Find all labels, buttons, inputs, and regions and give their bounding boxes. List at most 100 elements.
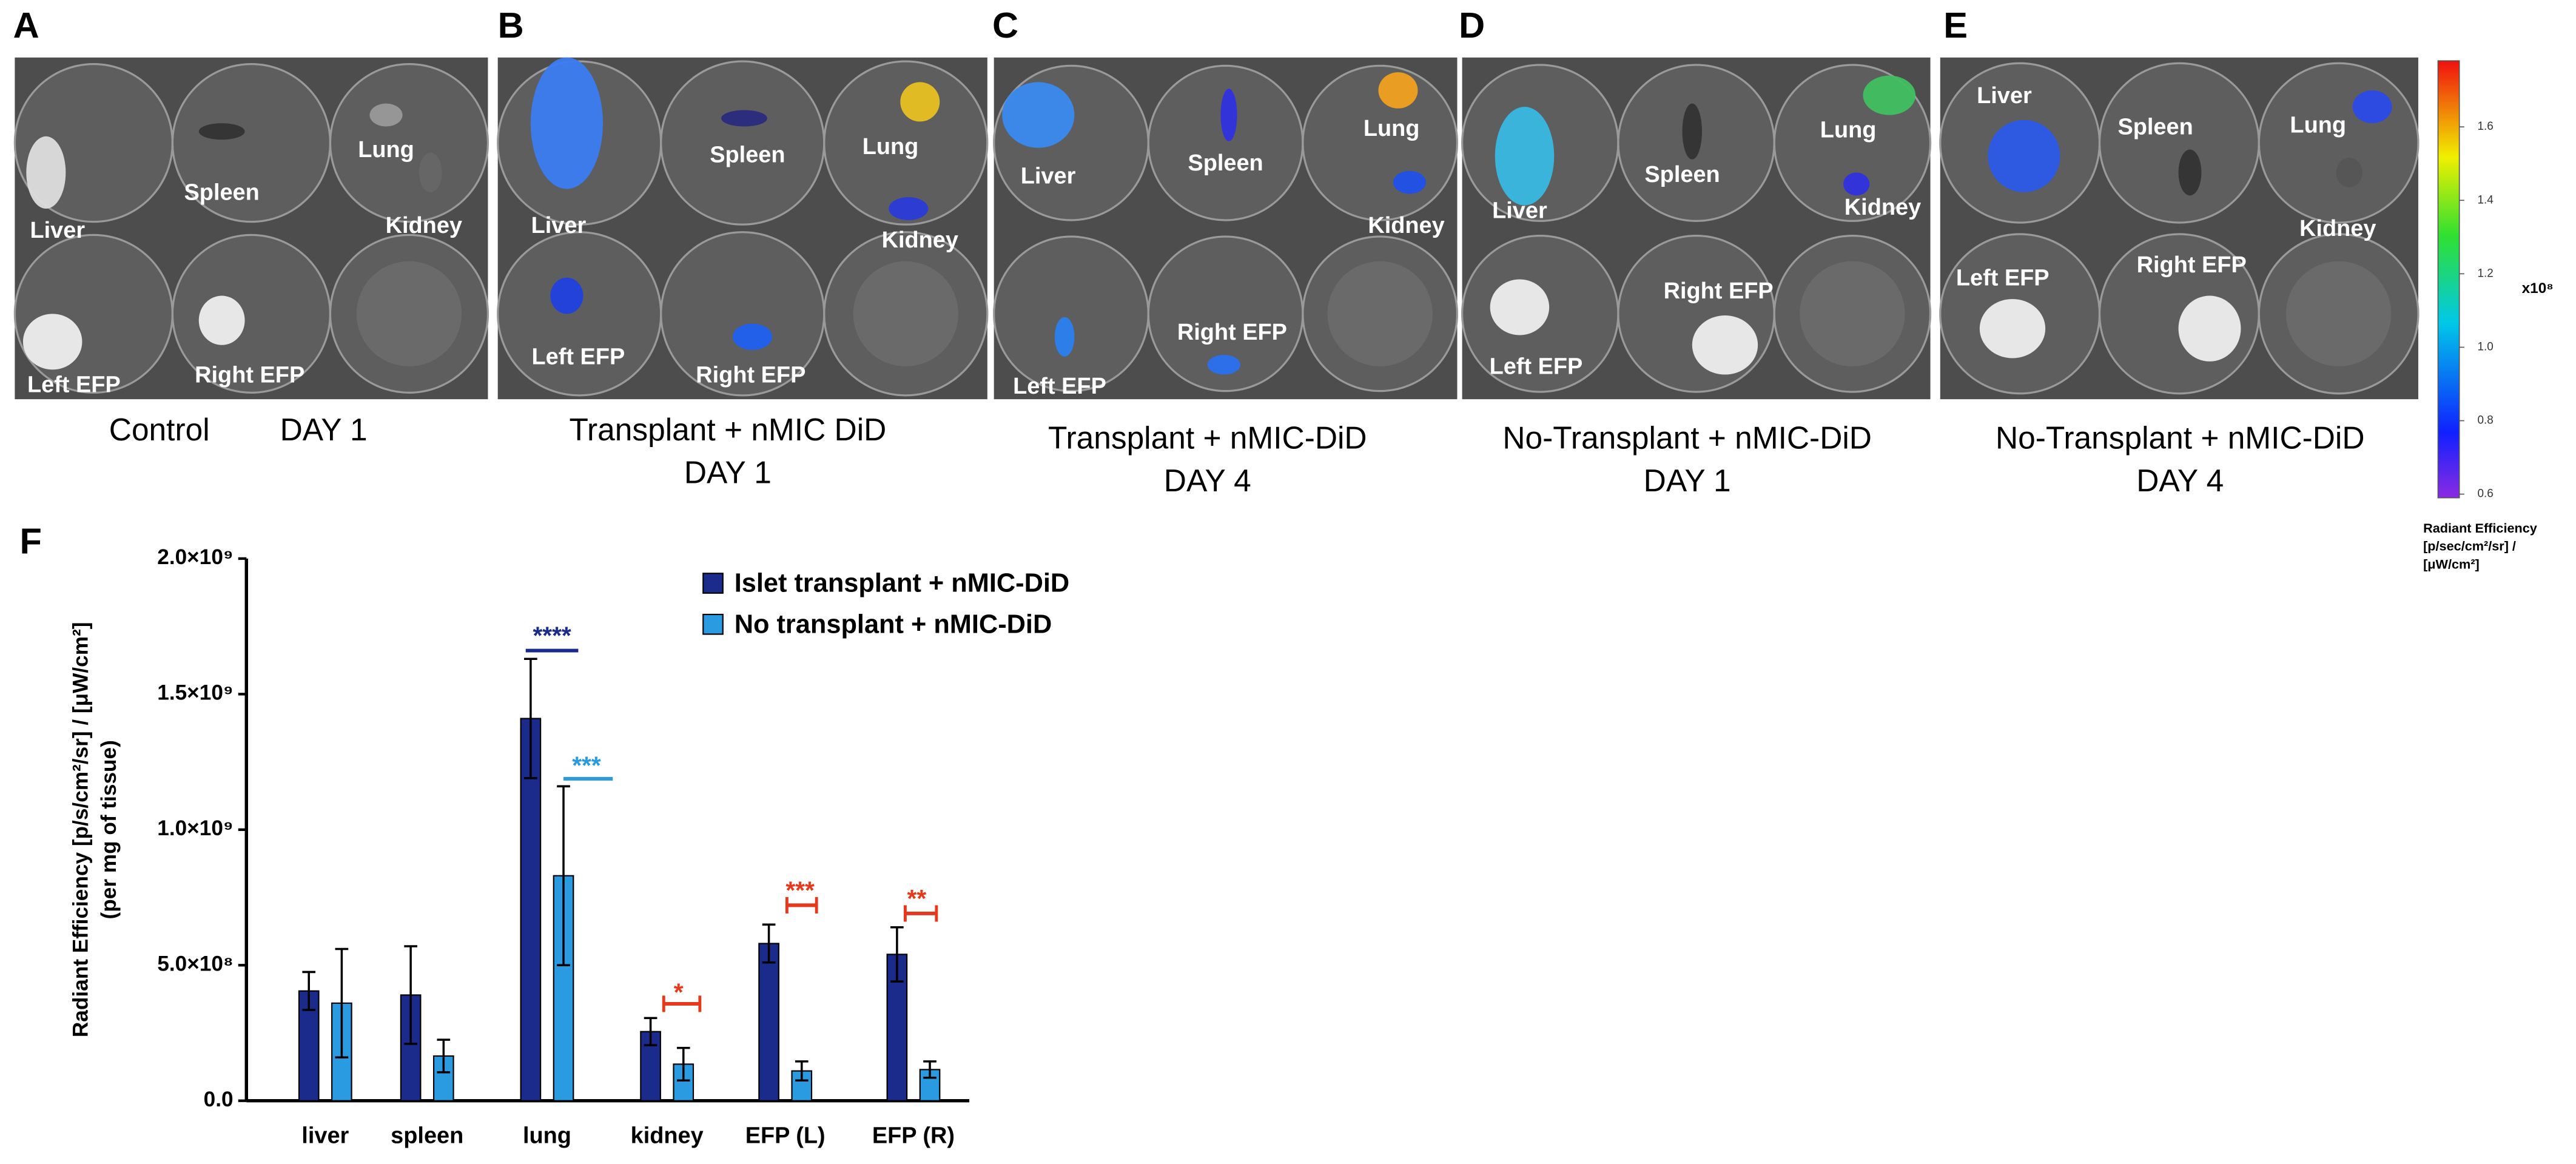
organ-label: Right EFP bbox=[1177, 320, 1287, 345]
tissue bbox=[369, 103, 403, 127]
tissue bbox=[1495, 107, 1555, 206]
tissue bbox=[1490, 279, 1550, 335]
well bbox=[2098, 62, 2260, 224]
organ-label: Lung bbox=[863, 134, 919, 160]
panel-letter: D bbox=[1459, 5, 1485, 45]
panel-letter: C bbox=[992, 5, 1018, 45]
well bbox=[497, 231, 662, 397]
y-axis-label: Radiant Efficiency [p/s/cm²/sr] / [μW/cm… bbox=[69, 622, 93, 1037]
organ-label: Lung bbox=[2290, 113, 2346, 138]
panel-letter: B bbox=[498, 5, 524, 45]
tissue bbox=[2178, 149, 2202, 196]
legend-swatch bbox=[702, 573, 724, 594]
colorbar-tick-label: 0.6 bbox=[2477, 488, 2493, 500]
tissue bbox=[2352, 90, 2392, 124]
organ-label: Kidney bbox=[386, 213, 462, 238]
tissue bbox=[1378, 72, 1418, 109]
tissue bbox=[26, 136, 66, 209]
well bbox=[823, 60, 989, 226]
legend-swatch bbox=[702, 613, 724, 635]
x-tick-label: EFP (L) bbox=[745, 1123, 826, 1148]
tissue bbox=[2178, 295, 2241, 362]
panel-caption: Control bbox=[109, 412, 210, 447]
x-tick-label: kidney bbox=[631, 1123, 704, 1148]
tissue bbox=[1207, 355, 1240, 375]
tissue bbox=[530, 57, 604, 189]
panel-caption: DAY 1 bbox=[684, 454, 772, 489]
significance-label: ** bbox=[907, 884, 927, 912]
tissue bbox=[198, 295, 245, 345]
well bbox=[13, 234, 174, 394]
well bbox=[2285, 261, 2392, 367]
colorbar-tick-label: 0.8 bbox=[2477, 414, 2493, 427]
colorbar-tick-label: 1.2 bbox=[2477, 267, 2493, 280]
well bbox=[2258, 62, 2420, 224]
panel-letter: A bbox=[13, 5, 39, 45]
well bbox=[1147, 64, 1304, 221]
organ-label: Liver bbox=[1492, 198, 1547, 223]
organ-label: Spleen bbox=[1644, 162, 1720, 187]
significance-label: *** bbox=[785, 876, 815, 904]
tissue bbox=[1682, 103, 1703, 160]
tissue bbox=[198, 123, 245, 140]
tissue bbox=[1220, 89, 1237, 141]
y-tick-label: 2.0×10⁹ bbox=[157, 545, 233, 569]
colorbar-label: Radiant Efficiency bbox=[2423, 520, 2537, 536]
organ-label: Lung bbox=[1820, 118, 1877, 143]
panel-caption: DAY 4 bbox=[1164, 463, 1251, 498]
tissue bbox=[1863, 75, 1916, 115]
well bbox=[1617, 235, 1775, 393]
panel-caption: Transplant + nMIC-DiD bbox=[1048, 420, 1367, 455]
panel-caption: No-Transplant + nMIC-DiD bbox=[1996, 420, 2365, 455]
significance-label: *** bbox=[572, 752, 601, 779]
tissue bbox=[22, 314, 82, 370]
tissue bbox=[1692, 315, 1758, 375]
colorbar-tick-label: 1.4 bbox=[2477, 193, 2493, 206]
panel-caption: Transplant + nMIC DiD bbox=[569, 412, 886, 447]
well bbox=[356, 261, 462, 367]
panel-caption: DAY 1 bbox=[1644, 463, 1731, 498]
tissue bbox=[1002, 82, 1075, 148]
panel-caption: DAY 1 bbox=[280, 412, 368, 447]
tissue bbox=[900, 82, 940, 122]
colorbar-tick-label: 1.0 bbox=[2477, 340, 2493, 353]
x-tick-label: lung bbox=[523, 1123, 571, 1148]
organ-label: Liver bbox=[1977, 83, 2032, 109]
organ-label: Kidney bbox=[1368, 213, 1444, 238]
y-tick-label: 1.0×10⁹ bbox=[157, 816, 233, 840]
organ-label: Right EFP bbox=[195, 362, 304, 388]
panel-caption: No-Transplant + nMIC-DiD bbox=[1502, 420, 1872, 455]
organ-label: Left EFP bbox=[532, 344, 625, 369]
tissue bbox=[1054, 317, 1075, 357]
y-tick-label: 5.0×10⁸ bbox=[157, 952, 233, 976]
colorbar-tick-label: 1.6 bbox=[2477, 120, 2493, 133]
colorbar-label: [p/sec/cm²/sr] / bbox=[2423, 539, 2516, 554]
organ-label: Spleen bbox=[710, 142, 785, 167]
x-tick-label: EFP (R) bbox=[872, 1123, 955, 1148]
organ-label: Spleen bbox=[184, 180, 260, 206]
organ-label: Left EFP bbox=[27, 372, 121, 398]
organ-label: Spleen bbox=[1188, 150, 1263, 176]
organ-label: Liver bbox=[1021, 164, 1076, 189]
organ-label: Liver bbox=[531, 213, 587, 238]
organ-label: Left EFP bbox=[1490, 354, 1583, 380]
y-tick-label: 0.0 bbox=[204, 1088, 234, 1111]
tissue bbox=[733, 323, 773, 350]
well bbox=[1327, 261, 1433, 367]
x-tick-label: liver bbox=[301, 1123, 349, 1148]
bar bbox=[520, 718, 542, 1102]
tissue bbox=[1393, 170, 1427, 194]
x-tick-label: spleen bbox=[391, 1123, 463, 1148]
organ-label: Kidney bbox=[882, 227, 958, 253]
organ-label: Right EFP bbox=[2137, 252, 2247, 278]
tissue bbox=[550, 277, 583, 314]
organ-label: Right EFP bbox=[696, 362, 805, 388]
y-axis-label: (per mg of tissue) bbox=[97, 740, 121, 919]
colorbar-multiplier: x10⁸ bbox=[2522, 280, 2554, 297]
significance-label: * bbox=[674, 978, 684, 1006]
legend-label: Islet transplant + nMIC-DiD bbox=[735, 569, 1070, 598]
panel-letter: F bbox=[20, 520, 42, 561]
well bbox=[1800, 261, 1905, 367]
